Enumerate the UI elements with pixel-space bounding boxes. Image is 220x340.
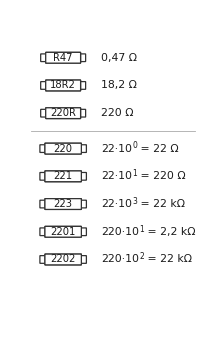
Text: 220·10: 220·10 (101, 227, 139, 237)
Text: 3: 3 (132, 197, 137, 206)
Text: = 22 kΩ: = 22 kΩ (144, 254, 192, 265)
Text: 2201: 2201 (50, 227, 76, 237)
FancyBboxPatch shape (46, 52, 81, 63)
FancyBboxPatch shape (45, 226, 81, 237)
Text: = 22 kΩ: = 22 kΩ (137, 199, 185, 209)
Text: 22·10: 22·10 (101, 143, 132, 154)
Text: 0,47 Ω: 0,47 Ω (101, 53, 137, 63)
FancyBboxPatch shape (40, 256, 47, 263)
Text: 220·10: 220·10 (101, 254, 139, 265)
Text: 22·10: 22·10 (101, 199, 132, 209)
Text: 223: 223 (54, 199, 73, 209)
FancyBboxPatch shape (40, 200, 47, 208)
Text: 2: 2 (139, 252, 144, 261)
Text: 18R2: 18R2 (50, 81, 76, 90)
Text: R47: R47 (53, 53, 73, 63)
Text: 0: 0 (132, 141, 137, 150)
FancyBboxPatch shape (46, 80, 81, 91)
FancyBboxPatch shape (41, 82, 48, 89)
FancyBboxPatch shape (79, 82, 86, 89)
Text: = 2,2 kΩ: = 2,2 kΩ (144, 227, 195, 237)
FancyBboxPatch shape (79, 145, 86, 152)
FancyBboxPatch shape (79, 228, 86, 236)
FancyBboxPatch shape (45, 143, 81, 154)
FancyBboxPatch shape (45, 171, 81, 182)
FancyBboxPatch shape (79, 54, 86, 62)
Text: = 220 Ω: = 220 Ω (137, 171, 185, 181)
FancyBboxPatch shape (79, 172, 86, 180)
FancyBboxPatch shape (46, 108, 81, 119)
FancyBboxPatch shape (41, 109, 48, 117)
Text: 2202: 2202 (50, 254, 76, 265)
Text: 221: 221 (54, 171, 73, 181)
FancyBboxPatch shape (79, 109, 86, 117)
FancyBboxPatch shape (46, 108, 81, 119)
FancyBboxPatch shape (40, 172, 47, 180)
Text: 1: 1 (132, 169, 137, 178)
FancyBboxPatch shape (79, 256, 86, 263)
FancyBboxPatch shape (45, 254, 81, 265)
FancyBboxPatch shape (46, 80, 81, 91)
Text: 22·10: 22·10 (101, 171, 132, 181)
Text: 18,2 Ω: 18,2 Ω (101, 81, 137, 90)
FancyBboxPatch shape (45, 171, 81, 182)
FancyBboxPatch shape (45, 199, 81, 209)
FancyBboxPatch shape (45, 254, 81, 265)
FancyBboxPatch shape (41, 54, 48, 62)
Text: = 22 Ω: = 22 Ω (137, 143, 179, 154)
FancyBboxPatch shape (40, 228, 47, 236)
Text: 220: 220 (54, 143, 73, 154)
Text: 220R: 220R (50, 108, 76, 118)
FancyBboxPatch shape (46, 52, 81, 63)
Text: 1: 1 (139, 224, 144, 234)
FancyBboxPatch shape (40, 145, 47, 152)
Text: 220 Ω: 220 Ω (101, 108, 134, 118)
FancyBboxPatch shape (45, 143, 81, 154)
FancyBboxPatch shape (79, 200, 86, 208)
FancyBboxPatch shape (45, 199, 81, 209)
FancyBboxPatch shape (45, 226, 81, 237)
